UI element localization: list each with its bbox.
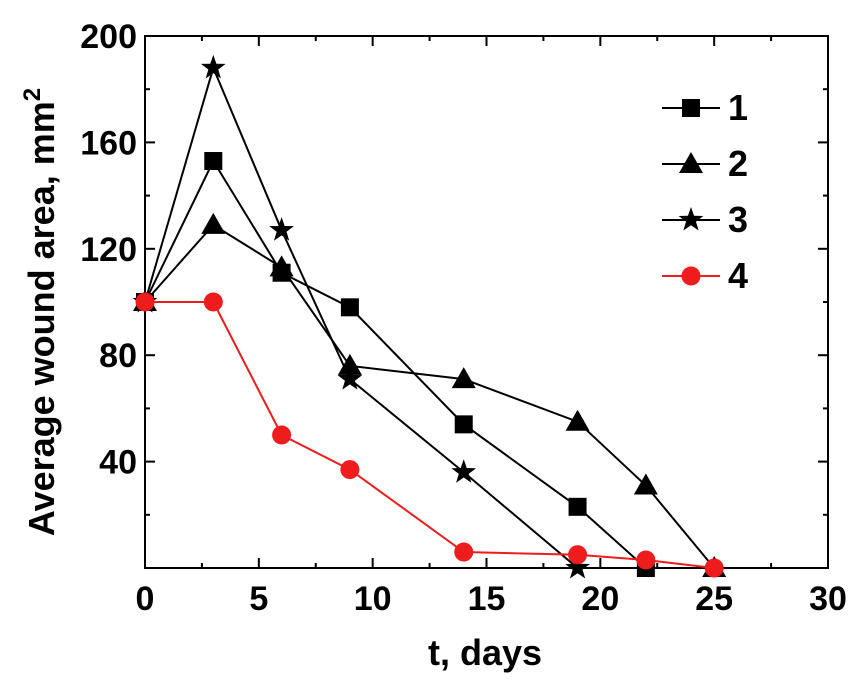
x-tick-label: 10 [354,580,392,618]
series-4-line [145,301,715,569]
y-axis-title-superscript: 2 [19,88,46,101]
plot-frame [144,35,829,569]
series-2-point [269,255,294,277]
y-axis-title-group: Average wound area, mm2 [19,88,62,536]
series-4-point [454,542,474,562]
series-4-point [203,292,223,312]
x-axis-title: t, days [428,632,542,673]
y-tick-label: 200 [80,18,137,56]
series-2-point [337,353,362,375]
legend-marker [682,99,700,117]
legend-marker [681,266,701,286]
series-3-line [144,64,579,569]
x-tick-label: 20 [581,580,619,618]
x-tick-label: 5 [249,580,268,618]
series-4 [135,292,724,578]
series-4-point [704,558,724,578]
legend-item-4: 4 [662,255,748,296]
y-tick-label: 40 [99,444,137,482]
series-3-point [200,54,226,79]
series-2-point [201,212,226,234]
series-1-point [454,415,473,434]
series-1-point [568,497,587,516]
x-tick-label: 0 [136,580,155,618]
y-axis-title: Average wound area, mm2 [19,88,62,536]
series-3-point [451,459,477,483]
legend-label: 2 [728,143,748,184]
legend-item-3: 3 [662,199,748,240]
series-2 [133,212,727,577]
series-1-point [340,298,359,317]
series-2-point [565,409,590,431]
x-tick-label: 15 [468,580,506,618]
series-2-point [451,367,476,389]
legend: 1 2 3 4 [662,87,748,296]
series-3-point [337,366,363,390]
plot-border [144,35,829,569]
x-tick-label: 25 [695,580,733,618]
legend-label: 4 [728,255,748,296]
legend-marker [678,207,704,231]
series-3-point [269,217,294,241]
axis-tick-labels: 0 5 10 15 20 25 30 40 80 120 160 200 [80,18,847,618]
series-4-point [272,425,292,445]
legend-item-1: 1 [662,87,748,128]
y-tick-label: 160 [80,124,137,162]
series-2-line [144,223,715,569]
series-1-point [204,152,223,171]
series-3 [132,54,590,579]
x-tick-label: 30 [809,580,847,618]
legend-item-2: 2 [662,143,748,184]
series-4-point [340,460,360,480]
legend-marker [679,152,703,173]
series-3-point [565,555,590,579]
axis-ticks [144,35,829,568]
legend-label: 3 [728,199,748,240]
series-4-point [135,292,155,312]
y-tick-label: 120 [80,231,137,269]
series-4-point [568,545,588,565]
series-4-point [636,550,656,570]
y-tick-label: 80 [99,337,137,375]
series-2-point [633,473,658,495]
y-axis-title-text: Average wound area, mm [21,101,62,536]
legend-label: 1 [728,87,748,128]
series-layer [132,54,727,579]
